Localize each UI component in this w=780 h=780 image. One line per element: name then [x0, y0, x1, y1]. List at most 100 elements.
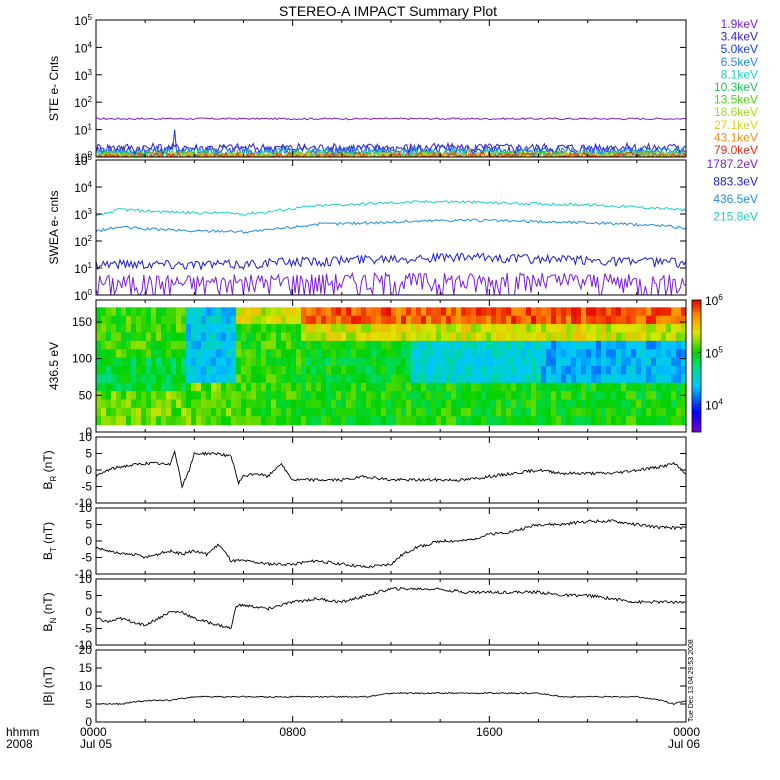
heatmap-cell — [226, 391, 232, 401]
heatmap-cell — [501, 324, 507, 334]
heatmap-cell — [366, 391, 372, 401]
x-tick-label: 0800 — [279, 725, 306, 739]
heatmap-cell — [426, 315, 432, 325]
heatmap-cell — [661, 307, 667, 317]
heatmap-cell — [411, 399, 417, 409]
heatmap-cell — [166, 391, 172, 401]
heatmap-cell — [581, 349, 587, 359]
heatmap-cell — [451, 382, 457, 392]
heatmap-cell — [426, 374, 432, 384]
heatmap-cell — [536, 399, 542, 409]
heatmap-cell — [181, 307, 187, 317]
y-tick-label: 104 — [74, 40, 92, 55]
heatmap-cell — [306, 416, 312, 426]
heatmap-cell — [171, 324, 177, 334]
heatmap-cell — [461, 366, 467, 375]
heatmap-cell — [116, 416, 122, 426]
heatmap-cell — [436, 366, 442, 375]
heatmap-cell — [421, 340, 427, 350]
heatmap-cell — [111, 324, 117, 334]
heatmap-cell — [556, 382, 562, 392]
heatmap-cell — [661, 340, 667, 350]
heatmap-cell — [436, 349, 442, 359]
heatmap-cell — [251, 340, 257, 350]
heatmap-cell — [206, 382, 212, 392]
heatmap-cell — [141, 324, 147, 334]
heatmap-cell — [311, 340, 317, 350]
heatmap-cell — [126, 391, 132, 401]
heatmap-cell — [486, 307, 492, 317]
heatmap-cell — [656, 407, 662, 417]
heatmap-cell — [156, 307, 162, 317]
heatmap-cell — [186, 382, 192, 392]
heatmap-cell — [276, 349, 282, 359]
heatmap-cell — [416, 407, 422, 417]
heatmap-cell — [366, 407, 372, 417]
heatmap-cell — [581, 307, 587, 317]
heatmap-cell — [421, 391, 427, 401]
heatmap-cell — [626, 416, 632, 426]
heatmap-cell — [511, 315, 517, 325]
heatmap-cell — [96, 324, 102, 334]
heatmap-cell — [621, 332, 627, 342]
heatmap-cell — [581, 315, 587, 325]
heatmap-cell — [506, 324, 512, 334]
heatmap-cell — [241, 315, 247, 325]
heatmap-cell — [166, 349, 172, 359]
heatmap-cell — [406, 307, 412, 317]
heatmap-cell — [616, 391, 622, 401]
heatmap-cell — [171, 357, 177, 367]
heatmap-cell — [296, 366, 302, 375]
heatmap-cell — [536, 407, 542, 417]
heatmap-cell — [241, 374, 247, 384]
heatmap-cell — [266, 382, 272, 392]
heatmap-cell — [281, 366, 287, 375]
heatmap-cell — [131, 340, 137, 350]
heatmap-cell — [381, 357, 387, 367]
legend-entry: 6.5keV — [721, 55, 758, 69]
heatmap-cell — [536, 391, 542, 401]
heatmap-cell — [471, 307, 477, 317]
heatmap-cell — [491, 416, 497, 426]
heatmap-cell — [611, 391, 617, 401]
heatmap-cell — [526, 340, 532, 350]
heatmap-cell — [471, 391, 477, 401]
heatmap-cell — [386, 407, 392, 417]
heatmap-cell — [636, 332, 642, 342]
heatmap-cell — [146, 357, 152, 367]
heatmap-cell — [161, 407, 167, 417]
heatmap-cell — [116, 332, 122, 342]
heatmap-cell — [496, 357, 502, 367]
heatmap-cell — [241, 307, 247, 317]
heatmap-cell — [446, 315, 452, 325]
heatmap-cell — [116, 391, 122, 401]
colorbar-tick-label: 105 — [705, 345, 723, 360]
heatmap-cell — [396, 366, 402, 375]
heatmap-cell — [641, 382, 647, 392]
heatmap-cell — [516, 307, 522, 317]
heatmap-cell — [541, 382, 547, 392]
heatmap-cell — [456, 374, 462, 384]
heatmap-cell — [316, 340, 322, 350]
heatmap-cell — [146, 407, 152, 417]
heatmap-cell — [186, 357, 192, 367]
heatmap-cell — [576, 349, 582, 359]
heatmap-cell — [436, 307, 442, 317]
heatmap-cell — [451, 357, 457, 367]
heatmap-cell — [581, 332, 587, 342]
heatmap-cell — [146, 349, 152, 359]
heatmap-cell — [296, 357, 302, 367]
heatmap-cell — [211, 374, 217, 384]
heatmap-cell — [431, 382, 437, 392]
heatmap-cell — [176, 357, 182, 367]
heatmap-cell — [221, 340, 227, 350]
panel-frame — [95, 159, 687, 296]
heatmap-cell — [631, 366, 637, 375]
heatmap-cell — [401, 399, 407, 409]
heatmap-cell — [451, 366, 457, 375]
heatmap-cell — [326, 307, 332, 317]
heatmap-cell — [286, 315, 292, 325]
heatmap-cell — [666, 307, 672, 317]
heatmap-cell — [636, 416, 642, 426]
heatmap-cell — [346, 324, 352, 334]
